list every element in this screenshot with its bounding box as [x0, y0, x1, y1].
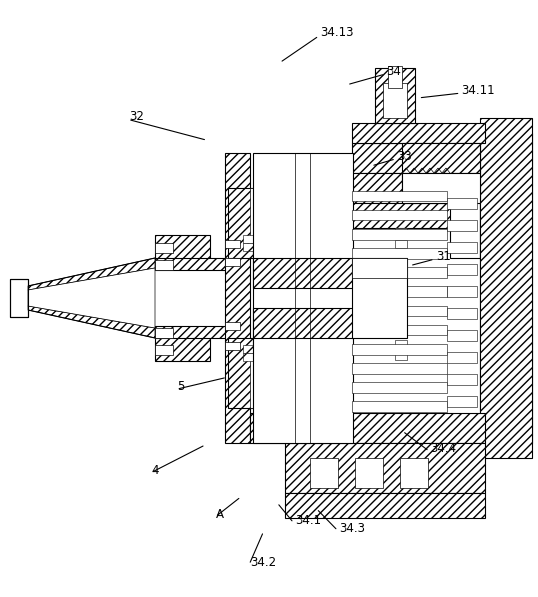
Bar	[155, 260, 173, 270]
Polygon shape	[28, 268, 155, 328]
Bar	[352, 344, 447, 355]
Bar	[395, 228, 407, 236]
Bar	[447, 352, 477, 363]
Text: 34.3: 34.3	[339, 522, 365, 535]
Bar	[352, 203, 485, 228]
Bar	[352, 173, 402, 203]
Bar	[447, 264, 477, 275]
Bar	[352, 258, 407, 338]
Bar	[352, 401, 447, 412]
Bar	[285, 443, 485, 493]
Bar	[225, 258, 240, 266]
Bar	[155, 336, 210, 361]
Bar	[250, 188, 255, 238]
Bar	[447, 330, 477, 341]
Bar	[447, 198, 477, 209]
Text: 34.4: 34.4	[430, 442, 457, 456]
Text: A: A	[216, 508, 224, 521]
Bar	[352, 325, 447, 336]
Bar	[402, 173, 480, 203]
Bar	[352, 382, 447, 393]
Bar	[352, 306, 447, 316]
Bar	[250, 358, 255, 408]
Bar	[395, 340, 407, 348]
Text: 34: 34	[386, 65, 401, 78]
Bar	[155, 345, 173, 355]
Bar	[480, 133, 532, 443]
Text: 34.1: 34.1	[295, 514, 321, 527]
Bar	[253, 153, 353, 443]
Text: 34.13: 34.13	[320, 26, 353, 39]
Bar	[400, 458, 428, 488]
Bar	[155, 235, 210, 260]
Bar	[447, 242, 477, 253]
Bar	[243, 243, 253, 251]
Text: 5: 5	[178, 380, 185, 393]
Bar	[285, 493, 485, 518]
Bar	[388, 66, 402, 88]
Bar	[228, 188, 253, 258]
Bar	[225, 342, 240, 350]
Bar	[447, 286, 477, 297]
Bar	[310, 458, 338, 488]
Polygon shape	[28, 258, 155, 290]
Bar	[352, 363, 447, 374]
Bar	[155, 328, 173, 338]
Text: 4: 4	[152, 464, 159, 477]
Bar	[352, 229, 447, 239]
Bar	[228, 338, 253, 408]
Bar	[225, 153, 250, 443]
Bar	[225, 240, 240, 248]
Polygon shape	[28, 306, 155, 338]
Text: 33: 33	[397, 150, 412, 163]
Bar	[355, 458, 383, 488]
Bar	[395, 240, 407, 248]
Bar	[402, 178, 452, 198]
Bar	[352, 143, 485, 173]
Bar	[447, 396, 477, 407]
Bar	[395, 352, 407, 360]
Bar	[225, 322, 240, 330]
Bar	[243, 345, 253, 353]
Bar	[352, 287, 447, 297]
Bar	[352, 267, 447, 278]
Bar	[250, 413, 485, 443]
Bar	[352, 248, 447, 259]
Bar	[447, 308, 477, 319]
Bar	[352, 258, 407, 278]
Bar	[447, 220, 477, 231]
Text: 31: 31	[436, 250, 451, 263]
Bar	[352, 123, 485, 143]
Bar	[253, 258, 353, 288]
Text: 34.2: 34.2	[250, 556, 277, 569]
Text: 32: 32	[129, 110, 144, 123]
Bar	[243, 353, 253, 361]
Bar	[383, 83, 407, 118]
Bar	[253, 308, 353, 338]
Bar	[450, 168, 480, 258]
Bar	[352, 210, 447, 220]
Bar	[402, 143, 480, 173]
Bar	[243, 235, 253, 243]
Bar	[155, 326, 235, 338]
Bar	[352, 190, 447, 201]
Bar	[447, 374, 477, 385]
Bar	[375, 68, 415, 123]
Bar	[480, 118, 532, 458]
Text: 34.11: 34.11	[462, 84, 495, 97]
Bar	[155, 243, 173, 253]
Bar	[10, 279, 28, 317]
Bar	[155, 258, 235, 270]
